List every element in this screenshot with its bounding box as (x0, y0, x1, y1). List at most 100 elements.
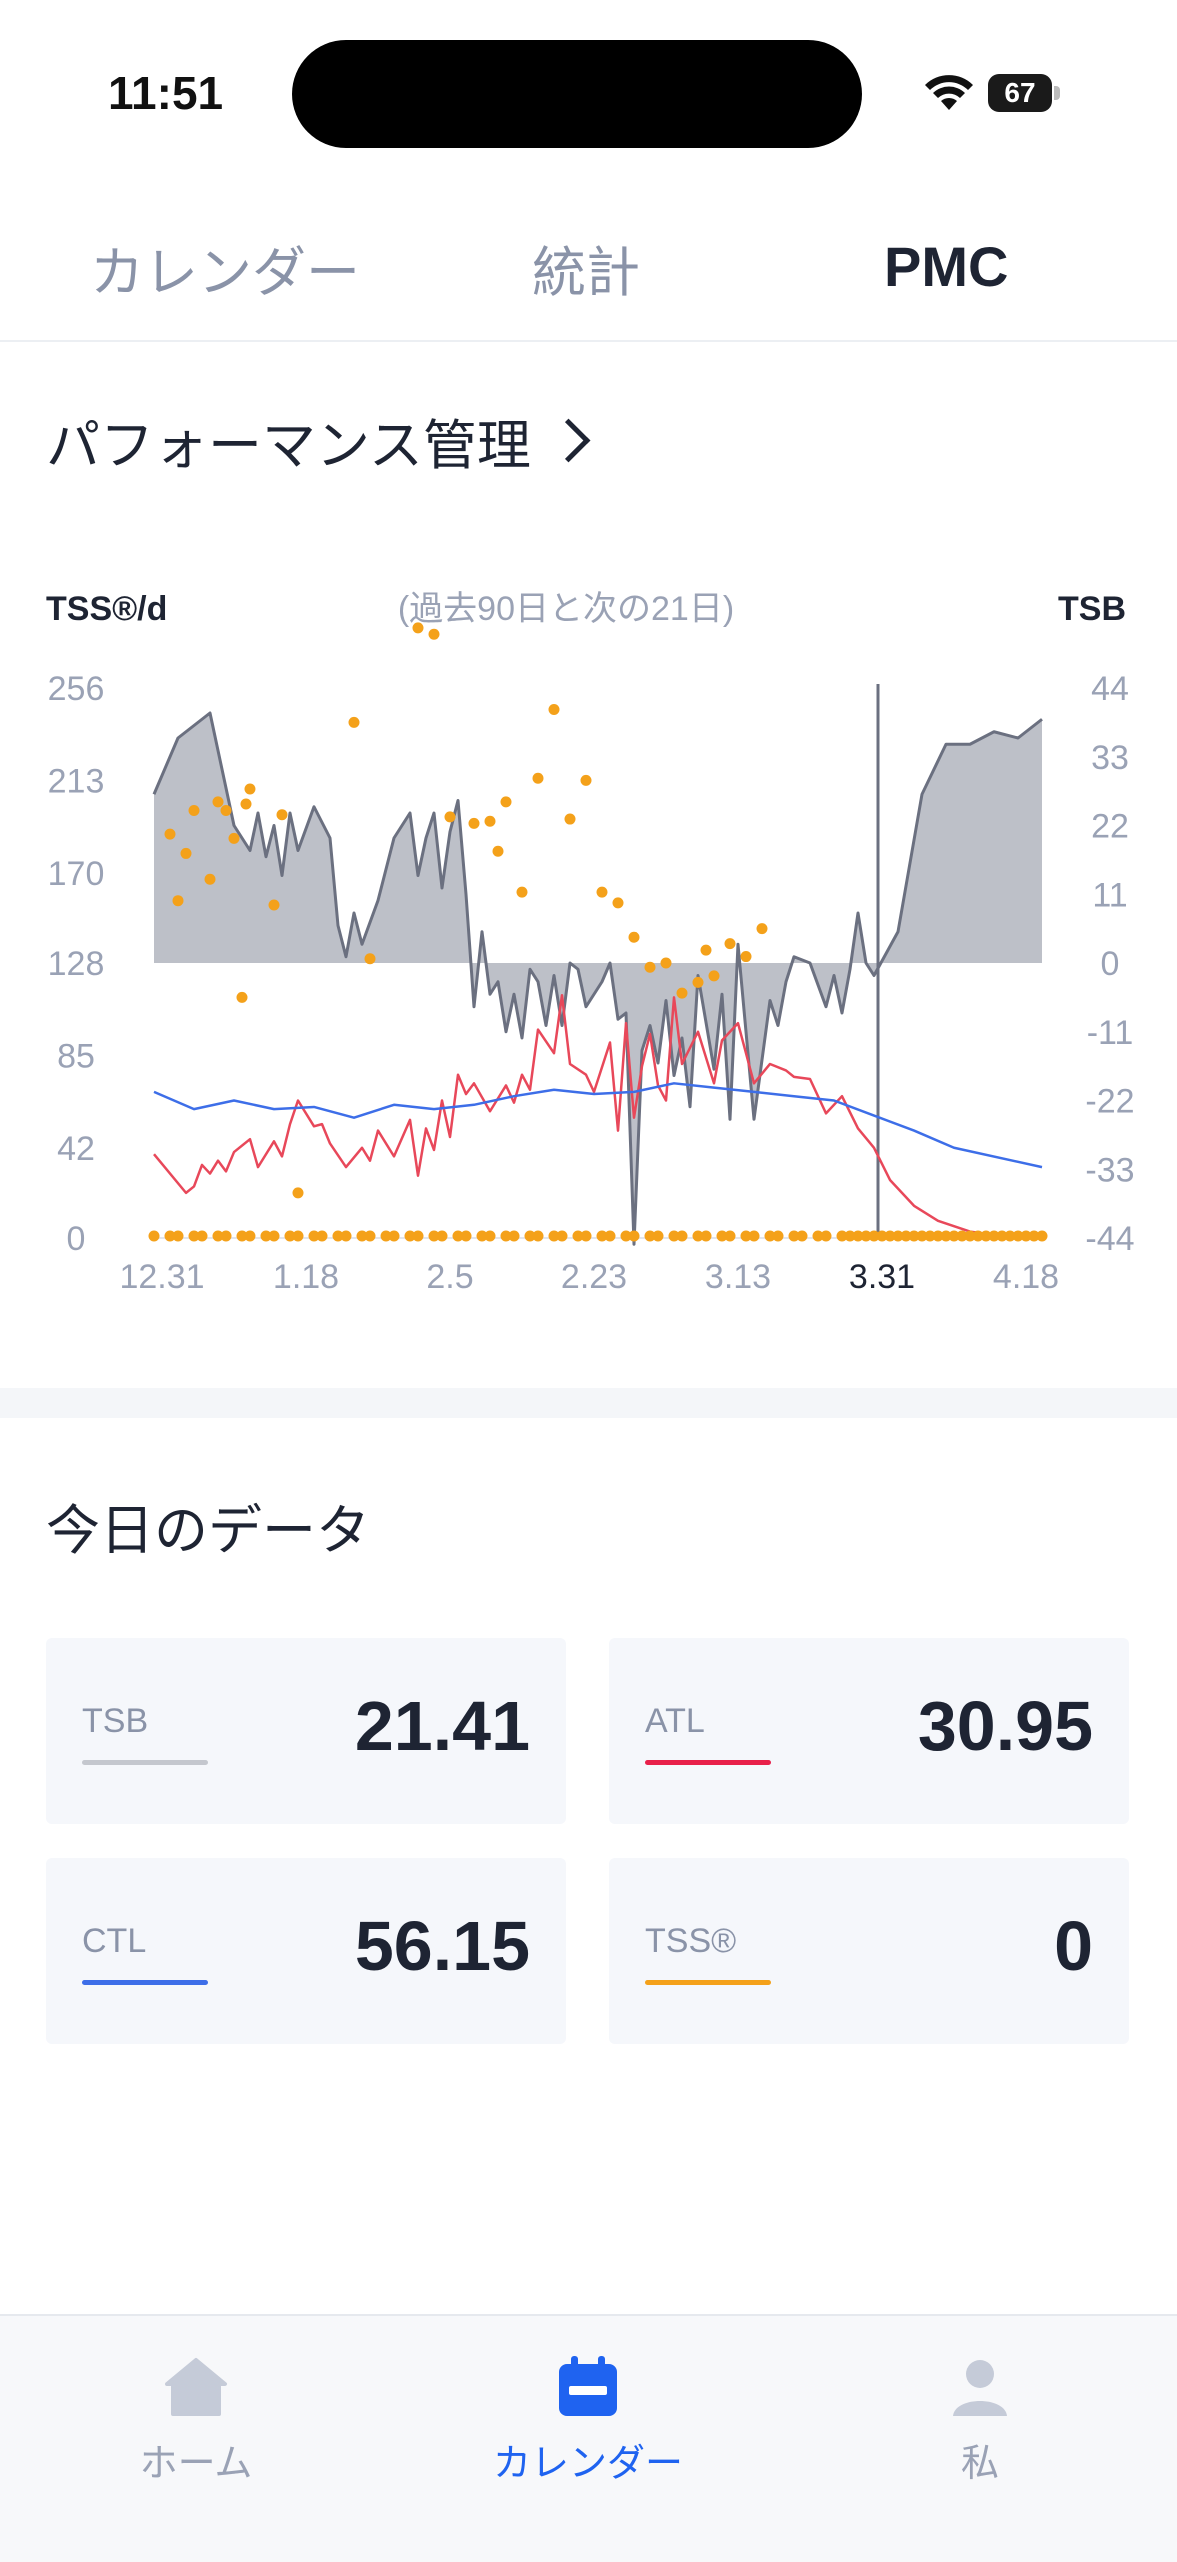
calendar-icon (559, 2356, 617, 2416)
nav-home-label: ホーム (139, 2441, 253, 2485)
tss-point (236, 1230, 248, 1242)
tss-point (316, 1230, 328, 1242)
chevron-right-icon (546, 418, 591, 462)
tss-point (964, 1230, 976, 1242)
left-tick-label: 128 (48, 945, 105, 983)
tss-point (1020, 1230, 1032, 1242)
left-tick-label: 256 (48, 670, 105, 708)
tss-point (932, 1230, 944, 1242)
right-tick-label: -33 (1085, 1151, 1134, 1189)
right-axis-label: TSB (1058, 590, 1126, 628)
tss-point (852, 1230, 864, 1242)
tss-point (724, 938, 736, 950)
person-icon (953, 2360, 1007, 2416)
x-tick-label: 2.5 (426, 1258, 473, 1296)
right-tick-label: 11 (1092, 876, 1127, 914)
tss-point (196, 1230, 208, 1242)
tss-point (604, 1230, 616, 1242)
tss-point (820, 1230, 832, 1242)
tss-point (436, 1230, 448, 1242)
tss-point (240, 798, 252, 810)
tss-point (476, 1230, 488, 1242)
tss-point (660, 957, 672, 969)
tss-point (956, 1230, 968, 1242)
nav-calendar-label: カレンダー (492, 2441, 683, 2485)
tss-point (988, 1230, 1000, 1242)
nav-calendar[interactable]: カレンダー (438, 2336, 738, 2487)
tss-point (564, 813, 576, 825)
tab-pmc[interactable]: PMC (884, 235, 1009, 298)
pmc-title: パフォーマンス管理 (46, 413, 531, 477)
tss-point (596, 1230, 608, 1242)
tss-point (532, 1230, 544, 1242)
stat-card-atl: ATL 30.95 (609, 1638, 1129, 1824)
pmc-chart[interactable]: TSS®/d (過去90日と次の21日) TSB 256 213 170 128 85 42 0 4… (0, 570, 1177, 1320)
tss-point (620, 1230, 632, 1242)
tss-point (292, 1230, 304, 1242)
tss-point (700, 1230, 712, 1242)
tss-point (1004, 1230, 1016, 1242)
right-tick-label: 33 (1091, 739, 1129, 777)
tss-point (668, 1230, 680, 1242)
tss-point (876, 1230, 888, 1242)
tss-point (676, 987, 688, 999)
x-tick-label: 1.18 (273, 1258, 339, 1296)
right-tick-label: -11 (1087, 1014, 1134, 1052)
tss-point (796, 1230, 808, 1242)
nav-home[interactable]: ホーム (46, 2336, 346, 2487)
tsb-line (152, 711, 1043, 1246)
tss-point (508, 1230, 520, 1242)
tss-point (444, 811, 456, 823)
tss-point (748, 1230, 760, 1242)
stat-label: ATL (645, 1702, 705, 1740)
battery-icon: 67 (988, 74, 1060, 112)
tss-point (548, 1230, 560, 1242)
tss-point (1012, 1230, 1024, 1242)
left-tick-label: 85 (57, 1037, 95, 1075)
stat-label: CTL (82, 1922, 147, 1960)
tss-point (580, 1230, 592, 1242)
tss-point (884, 1230, 896, 1242)
tss-point (628, 931, 640, 943)
tss-point (460, 1230, 472, 1242)
tss-point (348, 716, 360, 728)
tab-stats[interactable]: 統計 (532, 241, 640, 304)
pmc-title-link[interactable]: パフォーマンス管理 (46, 404, 591, 477)
stat-label: TSB (82, 1702, 149, 1740)
stat-value: 0 (1054, 1907, 1093, 1985)
right-tick-label: 44 (1091, 670, 1129, 708)
tss-point (236, 991, 248, 1003)
right-tick-label: 22 (1091, 808, 1129, 846)
tab-calendar[interactable]: カレンダー (90, 241, 360, 304)
tss-point (756, 923, 768, 935)
tsb-area (154, 713, 1042, 1245)
x-tick-label: 3.31 (849, 1258, 915, 1296)
tss-point (284, 1230, 296, 1242)
tss-point (388, 1230, 400, 1242)
pmc-chart-svg: TSS®/d (過去90日と次の21日) TSB 256 213 170 128 85 42 0 4… (46, 590, 1135, 1296)
stat-card-tss: TSS® 0 (609, 1858, 1129, 2044)
dynamic-island (292, 40, 862, 148)
tss-point (1028, 1230, 1040, 1242)
tss-point (948, 1230, 960, 1242)
stat-value: 30.95 (917, 1687, 1093, 1765)
atl-line (153, 993, 1043, 1240)
tss-point (908, 1230, 920, 1242)
tss-point (412, 1230, 424, 1242)
x-tick-label: 3.13 (705, 1258, 771, 1296)
tss-point (332, 1230, 344, 1242)
tss-point (468, 817, 480, 829)
tss-point (244, 783, 256, 795)
tss-point (292, 1187, 304, 1199)
tss-point (788, 1230, 800, 1242)
x-tick-label: 2.23 (561, 1258, 627, 1296)
tss-point (900, 1230, 912, 1242)
tss-point (980, 1230, 992, 1242)
tss-point (692, 1230, 704, 1242)
nav-me[interactable]: 私 (830, 2336, 1130, 2487)
stat-label: TSS® (645, 1922, 737, 1960)
tss-point (172, 1230, 184, 1242)
tss-point (428, 628, 440, 640)
battery-level: 67 (988, 74, 1052, 112)
tss-point (516, 886, 528, 898)
